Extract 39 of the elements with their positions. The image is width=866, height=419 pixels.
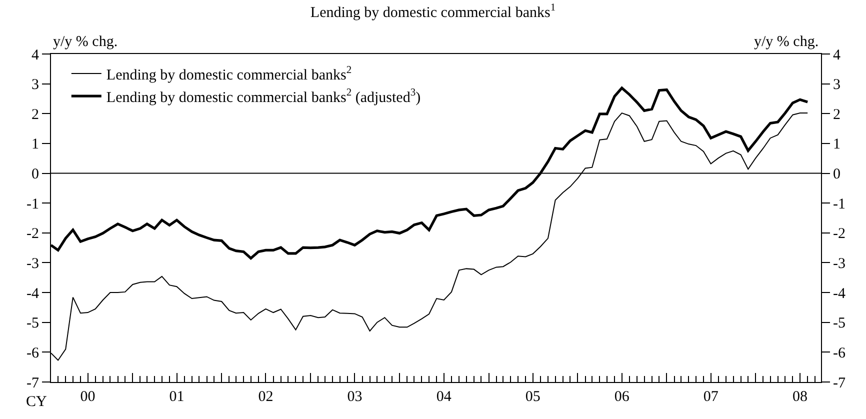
y2-tick-label: 4	[833, 47, 841, 64]
y-tick-label: 4	[32, 47, 40, 64]
y-tick-label: -2	[26, 226, 39, 242]
y-tick-label: 0	[32, 166, 39, 183]
y2-tick-label: -4	[833, 286, 846, 302]
x-tick-label: 07	[703, 389, 719, 405]
y-tick-label: -1	[26, 196, 39, 212]
text: CY	[26, 394, 48, 410]
y2-tick-label: 1	[833, 136, 840, 153]
y-tick-label: 2	[32, 106, 39, 123]
y2-tick-label: -5	[833, 316, 846, 332]
y-tick-label: -4	[26, 286, 40, 302]
legend-label: Lending by domestic commercial banks$^{2}$	[106, 65, 352, 84]
x-tick-label: 06	[614, 389, 630, 405]
y2-tick-label: 3	[833, 77, 840, 94]
y-tick-label: -7	[26, 375, 40, 392]
x-tick-label: 01	[169, 389, 184, 405]
y2-axis-title: y/y % chg.	[754, 34, 819, 50]
y2-tick-label: 2	[833, 106, 840, 123]
y-tick-label: -6	[26, 345, 40, 362]
y2-tick-label: -7	[833, 375, 846, 392]
y-tick-label: -5	[26, 316, 39, 332]
y2-tick-label: -6	[833, 345, 846, 362]
y-tick-label: 1	[32, 136, 39, 153]
x-tick-label: 02	[258, 389, 274, 405]
y2-tick-label: -1	[833, 196, 846, 212]
y-tick-label: 3	[32, 77, 39, 94]
x-tick-label: 00	[80, 389, 96, 405]
y2-tick-label: -3	[833, 256, 846, 272]
x-tick-label: 04	[436, 389, 452, 405]
chart-title: Lending by domestic commercial banks$^{1}$	[310, 2, 556, 21]
x-tick-label: 03	[347, 389, 362, 405]
y2-tick-label: 0	[833, 166, 840, 183]
x-tick-label: 05	[525, 389, 540, 405]
legend-label: Lending by domestic commercial banks$^{2}$ (adjusted$^{3}$)	[106, 88, 421, 106]
y2-tick-label: -2	[833, 226, 846, 242]
y-tick-label: -3	[26, 256, 39, 272]
y-axis-title: y/y % chg.	[53, 34, 118, 50]
x-tick-label: 08	[792, 389, 808, 405]
